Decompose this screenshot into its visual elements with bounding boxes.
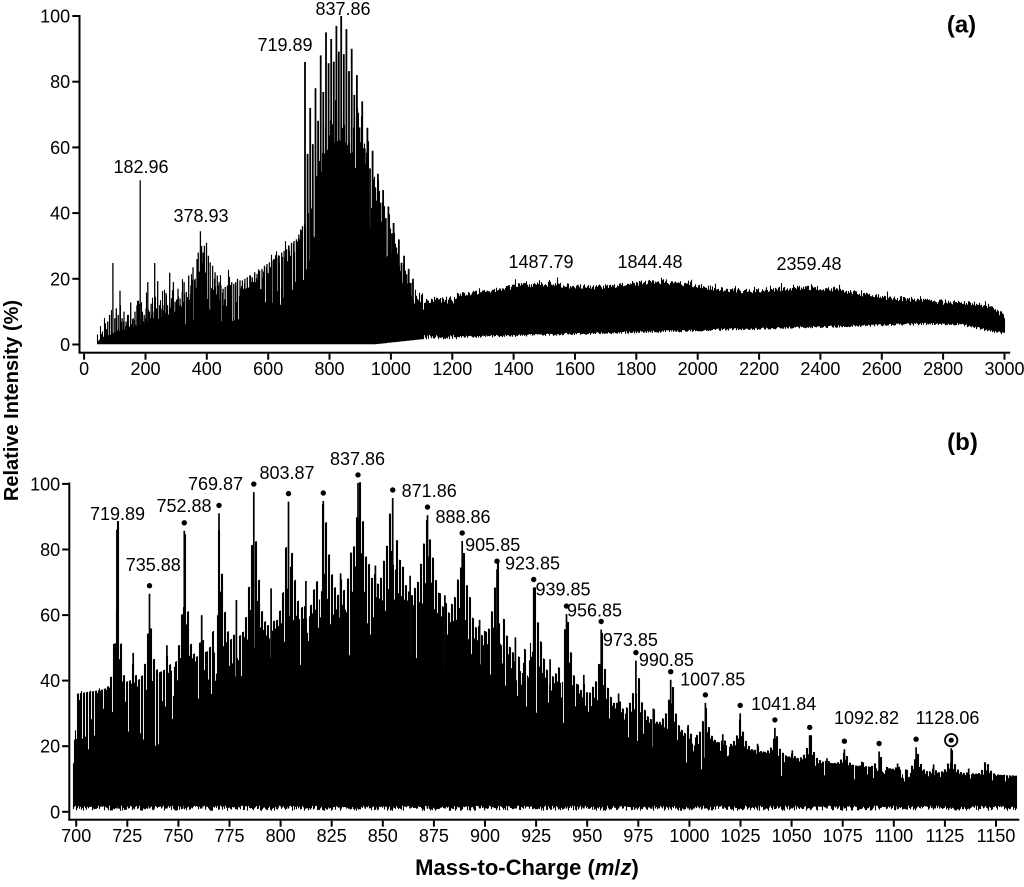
- svg-text:2800: 2800: [923, 359, 963, 379]
- svg-text:2359.48: 2359.48: [776, 254, 841, 274]
- svg-text:1128.06: 1128.06: [916, 708, 980, 728]
- svg-text:1007.85: 1007.85: [680, 670, 745, 690]
- svg-text:803.87: 803.87: [259, 463, 314, 483]
- svg-text:100: 100: [30, 474, 60, 494]
- svg-text:80: 80: [40, 540, 60, 560]
- svg-text:900: 900: [470, 826, 500, 846]
- svg-text:0: 0: [79, 359, 89, 379]
- svg-text:1041.84: 1041.84: [751, 694, 816, 714]
- svg-text:1487.79: 1487.79: [508, 252, 573, 272]
- svg-text:1400: 1400: [494, 359, 534, 379]
- svg-text:837.86: 837.86: [315, 0, 370, 19]
- svg-text:775: 775: [214, 826, 244, 846]
- svg-text:2200: 2200: [739, 359, 779, 379]
- svg-text:1150: 1150: [977, 826, 1016, 846]
- svg-text:Relative Intensity (%): Relative Intensity (%): [1, 300, 23, 501]
- svg-text:1050: 1050: [772, 826, 812, 846]
- svg-text:769.87: 769.87: [188, 474, 243, 494]
- svg-text:973.85: 973.85: [603, 630, 658, 650]
- svg-text:875: 875: [419, 826, 449, 846]
- svg-text:20: 20: [50, 269, 70, 289]
- svg-text:100: 100: [40, 7, 70, 27]
- svg-text:750: 750: [163, 826, 193, 846]
- svg-text:905.85: 905.85: [465, 535, 520, 555]
- svg-text:925: 925: [521, 826, 551, 846]
- svg-text:200: 200: [130, 359, 160, 379]
- svg-text:378.93: 378.93: [173, 206, 228, 226]
- svg-text:800: 800: [314, 359, 344, 379]
- svg-text:725: 725: [112, 826, 142, 846]
- svg-text:(a): (a): [947, 12, 976, 39]
- svg-text:719.89: 719.89: [257, 35, 312, 55]
- svg-text:1125: 1125: [926, 826, 965, 846]
- svg-text:3000: 3000: [984, 359, 1024, 379]
- svg-text:1600: 1600: [555, 359, 595, 379]
- svg-text:700: 700: [61, 826, 91, 846]
- svg-text:80: 80: [50, 72, 70, 92]
- svg-text:825: 825: [317, 826, 347, 846]
- svg-text:(b): (b): [947, 429, 978, 456]
- svg-text:735.88: 735.88: [126, 555, 181, 575]
- svg-text:950: 950: [572, 826, 602, 846]
- svg-text:1000: 1000: [371, 359, 411, 379]
- svg-text:719.89: 719.89: [90, 504, 145, 524]
- svg-text:956.85: 956.85: [567, 601, 622, 621]
- svg-text:888.86: 888.86: [435, 507, 490, 527]
- svg-text:1025: 1025: [720, 826, 760, 846]
- svg-text:60: 60: [50, 138, 70, 158]
- svg-text:923.85: 923.85: [505, 554, 560, 574]
- svg-text:752.88: 752.88: [156, 496, 211, 516]
- svg-text:939.85: 939.85: [535, 580, 590, 600]
- svg-text:40: 40: [50, 204, 70, 224]
- svg-text:800: 800: [266, 826, 296, 846]
- svg-text:40: 40: [40, 671, 60, 691]
- svg-text:400: 400: [192, 359, 222, 379]
- svg-text:850: 850: [368, 826, 398, 846]
- svg-text:871.86: 871.86: [402, 481, 457, 501]
- svg-text:1000: 1000: [669, 826, 709, 846]
- svg-text:2400: 2400: [800, 359, 840, 379]
- svg-text:20: 20: [40, 737, 60, 757]
- svg-text:0: 0: [50, 802, 60, 822]
- svg-text:1092.82: 1092.82: [834, 708, 899, 728]
- svg-text:Mass-to-Charge (m/z): Mass-to-Charge (m/z): [415, 855, 639, 880]
- svg-text:1200: 1200: [432, 359, 472, 379]
- svg-text:1075: 1075: [823, 826, 863, 846]
- svg-text:990.85: 990.85: [639, 650, 694, 670]
- svg-text:182.96: 182.96: [113, 157, 168, 177]
- svg-text:0: 0: [60, 335, 70, 355]
- svg-text:1100: 1100: [874, 826, 913, 846]
- svg-text:2600: 2600: [862, 359, 902, 379]
- svg-text:60: 60: [40, 606, 60, 626]
- svg-text:975: 975: [623, 826, 653, 846]
- svg-text:837.86: 837.86: [330, 449, 385, 469]
- svg-text:1800: 1800: [616, 359, 656, 379]
- svg-text:2000: 2000: [678, 359, 718, 379]
- svg-text:600: 600: [253, 359, 283, 379]
- svg-text:1844.48: 1844.48: [617, 252, 682, 272]
